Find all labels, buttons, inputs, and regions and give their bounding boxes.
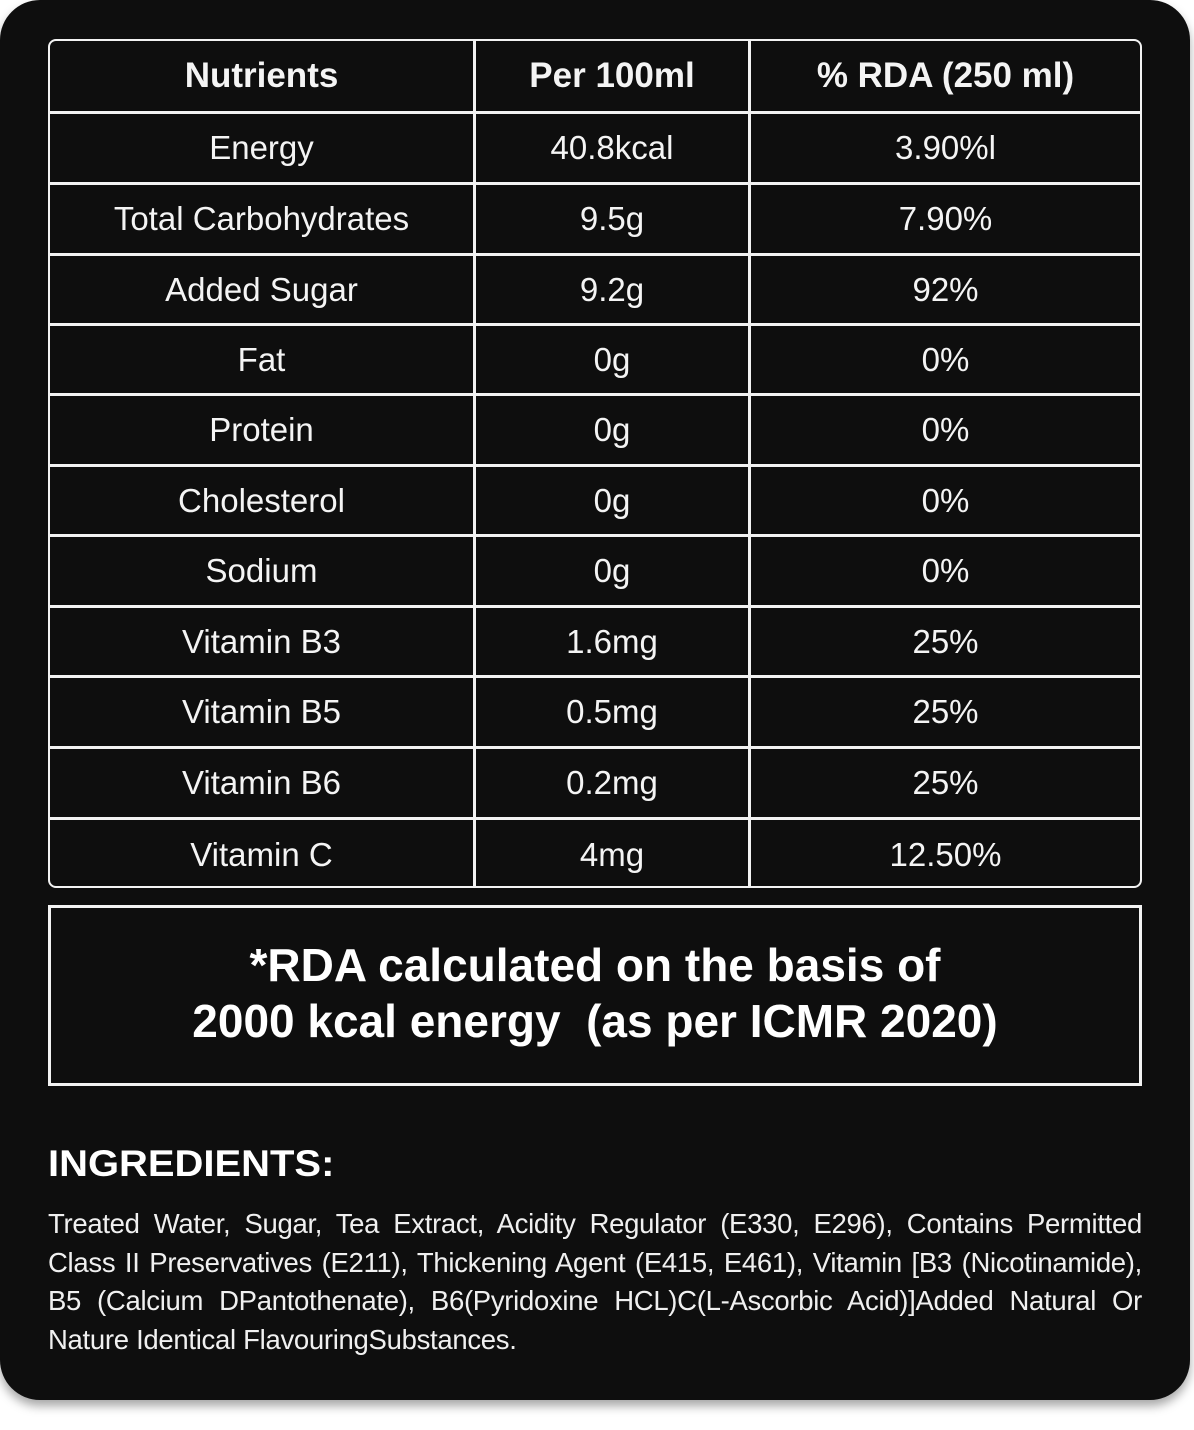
per-100ml-value: 0.5mg bbox=[473, 678, 748, 746]
per-100ml-value: 40.8kcal bbox=[473, 114, 748, 182]
rda-value: 0% bbox=[748, 467, 1140, 534]
footnote-line-2: 2000 kcal energy (as per ICMR 2020) bbox=[192, 994, 998, 1047]
per-100ml-value: 0.2mg bbox=[473, 749, 748, 817]
rda-value: 7.90% bbox=[748, 185, 1140, 253]
rda-value: 0% bbox=[748, 326, 1140, 393]
rda-value: 3.90%l bbox=[748, 114, 1140, 182]
table-row: Sodium 0g 0% bbox=[50, 534, 1140, 605]
rda-value: 12.50% bbox=[748, 820, 1140, 886]
nutrition-table: Nutrients Per 100ml % RDA (250 ml) Energ… bbox=[48, 39, 1142, 888]
rda-footnote-box: *RDA calculated on the basis of 2000 kca… bbox=[48, 905, 1142, 1086]
header-rda: % RDA (250 ml) bbox=[748, 41, 1140, 111]
rda-value: 92% bbox=[748, 256, 1140, 323]
rda-value: 0% bbox=[748, 537, 1140, 605]
per-100ml-value: 0g bbox=[473, 537, 748, 605]
table-row: Fat 0g 0% bbox=[50, 323, 1140, 393]
nutrient-name: Sodium bbox=[205, 552, 318, 589]
nutrient-name: Vitamin B5 bbox=[182, 693, 341, 730]
nutrient-name: Vitamin B3 bbox=[182, 622, 341, 660]
table-row: Added Sugar 9.2g 92% bbox=[50, 253, 1140, 323]
per-100ml-value: 0g bbox=[473, 467, 748, 534]
rda-footnote-text: *RDA calculated on the basis of 2000 kca… bbox=[192, 937, 997, 1049]
per-100ml-value: 1.6mg bbox=[473, 608, 748, 675]
table-row: Vitamin B3 1.6mg 25% bbox=[50, 605, 1140, 675]
per-100ml-value: 9.5g bbox=[473, 185, 748, 253]
nutrient-name: Vitamin C bbox=[190, 836, 333, 873]
nutrient-name: Energy bbox=[209, 129, 314, 166]
nutrient-name: Cholesterol bbox=[178, 481, 345, 519]
rda-value: 25% bbox=[748, 608, 1140, 675]
ingredients-text: Treated Water, Sugar, Tea Extract, Acidi… bbox=[48, 1208, 1142, 1355]
footnote-line-1: *RDA calculated on the basis of bbox=[249, 938, 941, 991]
table-row: Vitamin B6 0.2mg 25% bbox=[50, 746, 1140, 817]
table-header-row: Nutrients Per 100ml % RDA (250 ml) bbox=[50, 41, 1140, 111]
nutrition-card: Nutrients Per 100ml % RDA (250 ml) Energ… bbox=[0, 0, 1190, 1400]
nutrient-name: Fat bbox=[237, 340, 286, 378]
per-100ml-value: 0g bbox=[473, 396, 748, 464]
rda-value: 0% bbox=[748, 396, 1140, 464]
table-row: Vitamin C 4mg 12.50% bbox=[50, 817, 1140, 886]
table-row: Protein 0g 0% bbox=[50, 393, 1140, 464]
header-nutrients: Nutrients bbox=[184, 56, 339, 95]
header-per-100ml: Per 100ml bbox=[473, 41, 748, 111]
table-row: Vitamin B5 0.5mg 25% bbox=[50, 675, 1140, 746]
rda-value: 25% bbox=[748, 749, 1140, 817]
nutrient-name: Total Carbohydrates bbox=[113, 200, 410, 237]
per-100ml-value: 4mg bbox=[473, 820, 748, 886]
per-100ml-value: 9.2g bbox=[473, 256, 748, 323]
ingredients-title: INGREDIENTS: bbox=[48, 1143, 335, 1184]
nutrient-name: Added Sugar bbox=[165, 270, 358, 308]
nutrient-name: Vitamin B6 bbox=[182, 764, 341, 801]
nutrient-name: Protein bbox=[209, 411, 314, 448]
table-row: Total Carbohydrates 9.5g 7.90% bbox=[50, 182, 1140, 253]
table-row: Cholesterol 0g 0% bbox=[50, 464, 1140, 534]
rda-value: 25% bbox=[748, 678, 1140, 746]
per-100ml-value: 0g bbox=[473, 326, 748, 393]
table-row: Energy 40.8kcal 3.90%l bbox=[50, 111, 1140, 182]
